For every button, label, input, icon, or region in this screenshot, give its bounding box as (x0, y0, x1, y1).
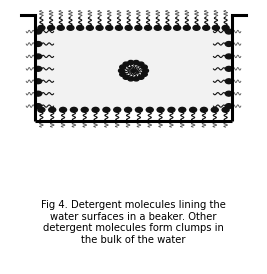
Circle shape (225, 42, 232, 46)
Circle shape (106, 25, 113, 30)
Circle shape (35, 104, 42, 109)
Circle shape (133, 61, 139, 65)
Circle shape (222, 25, 229, 30)
Circle shape (225, 54, 232, 59)
Circle shape (120, 72, 126, 76)
Circle shape (225, 29, 232, 34)
Circle shape (144, 25, 151, 30)
Circle shape (201, 107, 207, 112)
Circle shape (128, 61, 134, 65)
Circle shape (96, 25, 103, 30)
Circle shape (81, 107, 88, 112)
Circle shape (133, 77, 139, 81)
Circle shape (141, 65, 147, 69)
Circle shape (157, 107, 164, 112)
Circle shape (60, 107, 66, 112)
Circle shape (35, 29, 42, 34)
Circle shape (211, 107, 218, 112)
Circle shape (119, 68, 124, 73)
Circle shape (35, 42, 42, 46)
Circle shape (146, 107, 153, 112)
Circle shape (225, 104, 232, 109)
Circle shape (225, 91, 232, 96)
Bar (35, 28, 232, 110)
Circle shape (120, 65, 126, 69)
Circle shape (174, 25, 180, 30)
Circle shape (225, 79, 232, 84)
Circle shape (103, 107, 110, 112)
Circle shape (123, 75, 129, 79)
Circle shape (67, 25, 74, 30)
Circle shape (92, 107, 99, 112)
Circle shape (203, 25, 210, 30)
Circle shape (222, 107, 229, 112)
Circle shape (179, 107, 186, 112)
Circle shape (77, 25, 84, 30)
Circle shape (128, 77, 134, 81)
Circle shape (123, 62, 129, 66)
Circle shape (125, 107, 132, 112)
Circle shape (154, 25, 161, 30)
Circle shape (116, 25, 123, 30)
Circle shape (35, 79, 42, 84)
Circle shape (114, 107, 121, 112)
Circle shape (138, 75, 144, 79)
Circle shape (143, 68, 148, 73)
Circle shape (135, 107, 142, 112)
Circle shape (125, 25, 132, 30)
Circle shape (38, 107, 45, 112)
Circle shape (35, 91, 42, 96)
Circle shape (57, 25, 64, 30)
Circle shape (193, 25, 200, 30)
Circle shape (35, 66, 42, 71)
Circle shape (183, 25, 190, 30)
Circle shape (87, 25, 93, 30)
Circle shape (138, 62, 144, 66)
Circle shape (49, 107, 56, 112)
Circle shape (141, 72, 147, 76)
Circle shape (213, 25, 219, 30)
Circle shape (190, 107, 197, 112)
Circle shape (225, 66, 232, 71)
Circle shape (70, 107, 77, 112)
Circle shape (38, 25, 45, 30)
Circle shape (135, 25, 142, 30)
Circle shape (164, 25, 171, 30)
Text: Fig 4. Detergent molecules lining the
water surfaces in a beaker. Other
detergen: Fig 4. Detergent molecules lining the wa… (41, 200, 226, 245)
Circle shape (168, 107, 175, 112)
Circle shape (48, 25, 54, 30)
Circle shape (35, 54, 42, 59)
